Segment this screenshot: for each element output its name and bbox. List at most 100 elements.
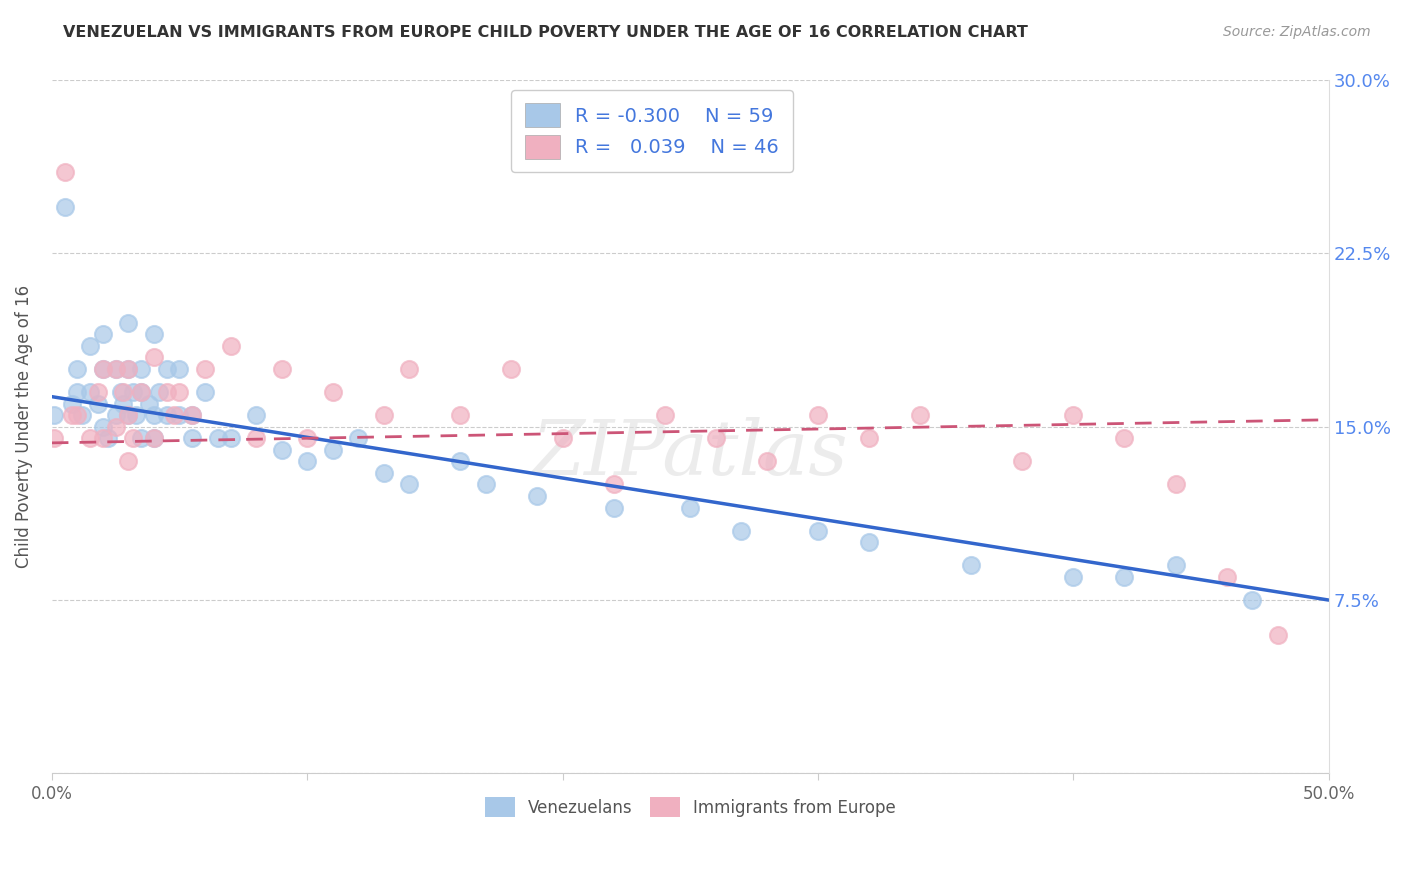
Point [79, 384, 101, 399]
Point [156, 384, 179, 399]
Point [117, 408, 139, 422]
Point [156, 362, 179, 376]
Point [1114, 570, 1136, 584]
Point [730, 524, 752, 538]
Point [97, 431, 120, 445]
Point [679, 500, 702, 515]
Point [129, 431, 152, 445]
Point [373, 466, 395, 480]
Point [245, 431, 267, 445]
Point [858, 535, 880, 549]
Point [117, 316, 139, 330]
Point [475, 477, 498, 491]
Point [807, 524, 830, 538]
Point [1164, 477, 1187, 491]
Point [91, 431, 114, 445]
Point [112, 384, 135, 399]
Point [1114, 431, 1136, 445]
Point [122, 384, 145, 399]
Legend: Venezuelans, Immigrants from Europe: Venezuelans, Immigrants from Europe [478, 790, 903, 824]
Point [295, 431, 318, 445]
Point [194, 362, 217, 376]
Point [347, 431, 370, 445]
Point [960, 558, 983, 573]
Point [755, 454, 778, 468]
Point [72, 408, 94, 422]
Point [66, 384, 89, 399]
Point [169, 408, 191, 422]
Point [1062, 570, 1084, 584]
Point [501, 362, 523, 376]
Point [142, 327, 165, 342]
Point [169, 384, 191, 399]
Point [104, 408, 127, 422]
Point [60, 396, 83, 410]
Point [87, 384, 110, 399]
Point [91, 362, 114, 376]
Point [122, 431, 145, 445]
Point [129, 384, 152, 399]
Point [53, 165, 76, 179]
Point [322, 384, 344, 399]
Point [1164, 558, 1187, 573]
Point [79, 339, 101, 353]
Point [104, 362, 127, 376]
Point [551, 431, 574, 445]
Point [104, 362, 127, 376]
Point [91, 327, 114, 342]
Point [219, 339, 242, 353]
Point [704, 431, 727, 445]
Point [142, 351, 165, 365]
Point [1215, 570, 1237, 584]
Point [53, 200, 76, 214]
Point [654, 408, 676, 422]
Point [79, 431, 101, 445]
Y-axis label: Child Poverty Under the Age of 16: Child Poverty Under the Age of 16 [15, 285, 32, 568]
Point [142, 431, 165, 445]
Point [129, 384, 152, 399]
Point [156, 408, 179, 422]
Point [60, 408, 83, 422]
Point [1062, 408, 1084, 422]
Point [104, 419, 127, 434]
Point [138, 396, 160, 410]
Point [110, 384, 132, 399]
Point [44, 431, 66, 445]
Point [602, 477, 624, 491]
Point [858, 431, 880, 445]
Point [908, 408, 931, 422]
Point [194, 384, 217, 399]
Point [66, 362, 89, 376]
Point [449, 408, 471, 422]
Point [181, 408, 204, 422]
Point [142, 408, 165, 422]
Point [373, 408, 395, 422]
Text: Source: ZipAtlas.com: Source: ZipAtlas.com [1223, 25, 1371, 39]
Point [449, 454, 471, 468]
Point [117, 362, 139, 376]
Point [807, 408, 830, 422]
Text: VENEZUELAN VS IMMIGRANTS FROM EUROPE CHILD POVERTY UNDER THE AGE OF 16 CORRELATI: VENEZUELAN VS IMMIGRANTS FROM EUROPE CHI… [63, 25, 1028, 40]
Point [1267, 628, 1289, 642]
Point [125, 408, 148, 422]
Point [1241, 593, 1264, 607]
Point [1011, 454, 1033, 468]
Point [148, 384, 170, 399]
Point [219, 431, 242, 445]
Point [270, 362, 292, 376]
Text: ZIPatlas: ZIPatlas [531, 417, 849, 491]
Point [117, 454, 139, 468]
Point [142, 431, 165, 445]
Point [66, 408, 89, 422]
Point [91, 362, 114, 376]
Point [526, 489, 548, 503]
Point [91, 419, 114, 434]
Point [117, 408, 139, 422]
Point [181, 408, 204, 422]
Point [398, 477, 420, 491]
Point [245, 408, 267, 422]
Point [169, 362, 191, 376]
Point [322, 442, 344, 457]
Point [398, 362, 420, 376]
Point [112, 396, 135, 410]
